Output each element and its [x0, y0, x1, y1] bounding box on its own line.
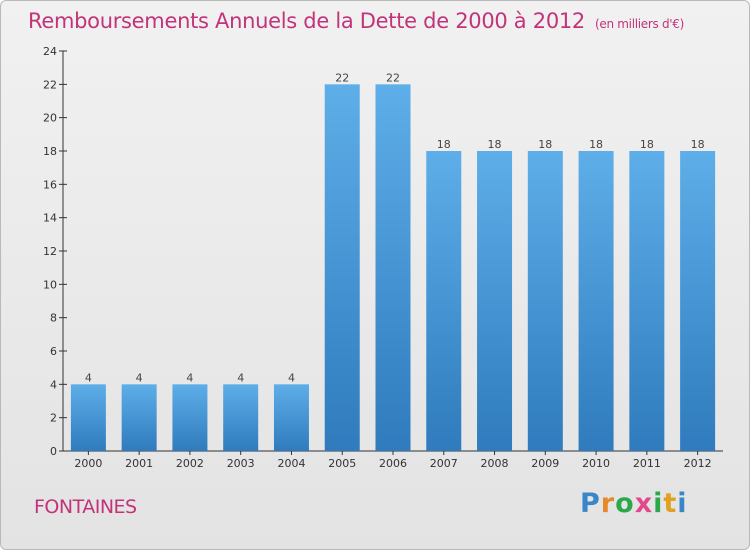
- chart-title: Remboursements Annuels de la Dette de 20…: [28, 9, 684, 33]
- x-tick-label: 2002: [176, 457, 204, 470]
- y-tick-label: 18: [43, 145, 57, 158]
- y-tick-label: 10: [43, 278, 57, 291]
- logo-letter: x: [634, 488, 654, 519]
- y-tick-label: 12: [43, 245, 57, 258]
- logo-letter: P: [580, 488, 601, 519]
- data-label: 18: [691, 138, 705, 151]
- y-tick-label: 2: [50, 412, 57, 425]
- y-tick-label: 8: [50, 312, 57, 325]
- x-tick-label: 2011: [633, 457, 661, 470]
- logo-letter: i: [677, 488, 688, 519]
- y-tick-label: 20: [43, 112, 57, 125]
- data-label: 18: [437, 138, 451, 151]
- x-tick-label: 2012: [684, 457, 712, 470]
- logo-letter: o: [615, 488, 635, 519]
- proxiti-logo: Proxiti: [580, 488, 688, 519]
- x-tick-label: 2008: [481, 457, 509, 470]
- bar: [273, 384, 309, 451]
- bar: [375, 84, 411, 451]
- x-tick-label: 2000: [74, 457, 102, 470]
- logo-letter: r: [600, 488, 616, 519]
- chart-subtitle: (en milliers d'€): [595, 17, 685, 31]
- bar: [70, 384, 106, 451]
- x-tick-label: 2004: [277, 457, 305, 470]
- data-label: 4: [85, 371, 92, 384]
- x-tick-label: 2007: [430, 457, 458, 470]
- bar: [426, 151, 462, 451]
- y-tick-label: 6: [50, 345, 57, 358]
- y-tick-label: 24: [43, 45, 57, 58]
- bar: [477, 151, 513, 451]
- bar: [223, 384, 259, 451]
- data-label: 4: [288, 371, 295, 384]
- x-tick-label: 2005: [328, 457, 356, 470]
- x-tick-label: 2006: [379, 457, 407, 470]
- city-name: FONTAINES: [34, 496, 137, 518]
- logo-letter: i: [653, 488, 664, 519]
- y-tick-label: 22: [43, 78, 57, 91]
- bar: [324, 84, 360, 451]
- y-tick-label: 0: [50, 445, 57, 458]
- data-label: 18: [538, 138, 552, 151]
- y-tick-label: 14: [43, 212, 57, 225]
- data-label: 22: [386, 71, 400, 84]
- bar: [680, 151, 716, 451]
- bar: [629, 151, 665, 451]
- x-tick-label: 2010: [582, 457, 610, 470]
- x-tick-label: 2003: [227, 457, 255, 470]
- data-label: 4: [237, 371, 244, 384]
- data-label: 18: [488, 138, 502, 151]
- data-label: 18: [589, 138, 603, 151]
- data-label: 4: [136, 371, 143, 384]
- bar: [121, 384, 157, 451]
- data-label: 22: [335, 71, 349, 84]
- logo-letter: t: [663, 488, 678, 519]
- data-label: 4: [186, 371, 193, 384]
- x-tick-label: 2009: [531, 457, 559, 470]
- title-text: Remboursements Annuels de la Dette de 20…: [28, 9, 585, 33]
- x-tick-label: 2001: [125, 457, 153, 470]
- bar: [578, 151, 614, 451]
- bar: [527, 151, 563, 451]
- y-tick-label: 16: [43, 178, 57, 191]
- data-label: 18: [640, 138, 654, 151]
- bar: [172, 384, 208, 451]
- y-tick-label: 4: [50, 378, 57, 391]
